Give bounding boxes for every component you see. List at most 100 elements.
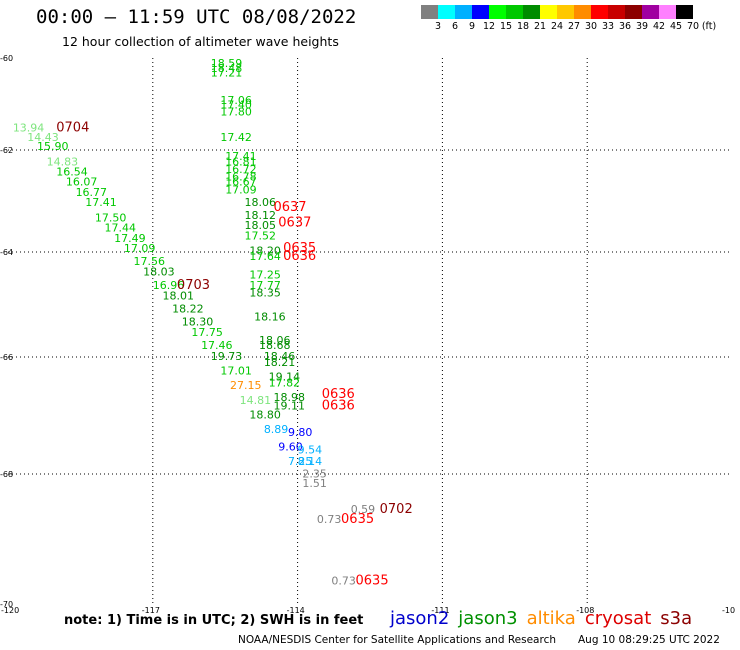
wave-height-point: 17.21 (211, 66, 243, 79)
longitude-label: -117 (142, 606, 160, 615)
wave-height-point: 18.06 (259, 334, 291, 347)
pass-time-label: 0637 (278, 216, 311, 231)
wave-height-point: 18.35 (249, 287, 280, 300)
legend-swatch (438, 5, 455, 19)
legend-label: 21 (533, 21, 547, 32)
legend-label: 12 (482, 21, 496, 32)
wave-height-point: 18.22 (172, 302, 204, 315)
pass-time-label: 0635 (283, 241, 316, 256)
wave-height-point: 0.73 (331, 575, 356, 588)
legend-swatch (506, 5, 523, 19)
wave-height-point: 17.46 (201, 339, 233, 352)
wave-height-point: 27.15 (230, 379, 262, 392)
legend-label: 15 (499, 21, 513, 32)
pass-time-label: 0636 (322, 387, 355, 402)
legend-labels: 3 6 9 12 15 18 21 24 27 30 33 36 39 42 45 70 (ft) (421, 21, 716, 35)
wave-height-point: 9.60 (278, 441, 303, 454)
pass-time-label: 0704 (56, 121, 89, 136)
wave-height-point: 0.73 (317, 513, 342, 526)
legend-swatch (523, 5, 540, 19)
longitude-label: -10 (722, 606, 735, 615)
pass-time-label: 0636 (322, 399, 355, 414)
wave-height-point: 14.83 (47, 155, 79, 168)
legend-swatch (642, 5, 659, 19)
wave-height-point: 17.77 (249, 279, 280, 292)
wave-height-point: 18.06 (245, 196, 276, 209)
wave-height-point: 16.54 (56, 166, 87, 179)
wave-height-point: 18.12 (245, 209, 276, 222)
latitude-label: -64 (0, 248, 13, 257)
latitude-label: -68 (0, 470, 13, 479)
latitude-label: -60 (0, 54, 13, 63)
wave-height-point: 18.80 (249, 408, 280, 421)
latitude-label: -66 (0, 353, 13, 362)
wave-height-point: 9.54 (298, 444, 323, 457)
longitude-label: -120 (1, 606, 19, 615)
wave-height-point: 7.25 (288, 455, 313, 468)
wave-height-point: 18.68 (259, 339, 291, 352)
wave-height-point: 17.41 (225, 150, 257, 163)
longitude-label: -114 (287, 606, 305, 615)
wave-height-point: 18.98 (273, 391, 305, 404)
page-subtitle: 12 hour collection of altimeter wave hei… (62, 34, 339, 49)
wave-height-point: 17.64 (249, 250, 280, 263)
wave-height-point: 19.14 (269, 370, 301, 383)
pass-time-labels: 0704070306370637063506360636063607020635… (56, 121, 412, 589)
wave-height-point: 18.16 (254, 310, 286, 323)
wave-height-point: 16.77 (76, 186, 108, 199)
wave-height-point: 2.35 (302, 467, 327, 480)
generation-timestamp: Aug 10 08:29:25 UTC 2022 (578, 634, 720, 646)
map-axis-labels: -120 -117 -114 -111 -108 -10 -60 -62 -64 -66 -68 -7… (0, 54, 735, 615)
legend-label: 39 (635, 21, 649, 32)
longitude-label: -108 (576, 606, 594, 615)
wave-height-point: 17.06 (220, 94, 252, 107)
wave-height-values: 13.9414.4315.9014.8316.5416.0716.7717.41… (13, 57, 375, 587)
legend-label: 24 (550, 21, 564, 32)
legend-color-bar (421, 5, 693, 19)
legend-swatch (557, 5, 574, 19)
legend-label: 70 (686, 21, 700, 32)
wave-height-point: 17.80 (220, 106, 252, 119)
wave-height-point: 18.01 (162, 289, 194, 302)
wave-height-point: 17.01 (220, 365, 252, 378)
legend-label: 33 (601, 21, 615, 32)
pass-time-label: 0636 (283, 249, 316, 264)
legend-swatch (489, 5, 506, 19)
legend-label: 27 (567, 21, 581, 32)
wave-height-point: 18.48 (211, 62, 243, 75)
wave-height-point: 17.09 (124, 242, 156, 255)
legend-label: 3 (434, 21, 442, 32)
wave-height-point: 17.09 (225, 183, 257, 196)
wave-height-point: 17.50 (95, 211, 127, 224)
wave-height-point: 1.51 (302, 477, 327, 490)
legend-swatch (591, 5, 608, 19)
wave-height-point: 19.73 (211, 350, 243, 363)
wave-height-point: 18.05 (245, 219, 276, 232)
satellite-label: s3a (660, 608, 693, 629)
pass-time-label: 0635 (341, 512, 374, 527)
wave-height-point: 18.21 (264, 356, 296, 369)
satellite-label: jason2 (390, 608, 450, 629)
wave-height-point: 14.81 (240, 394, 272, 407)
legend-swatch (676, 5, 693, 19)
wave-height-point: 17.75 (191, 326, 223, 339)
legend-swatch (625, 5, 642, 19)
legend-label: 9 (468, 21, 476, 32)
legend-swatch (659, 5, 676, 19)
wave-height-point: 8.89 (264, 423, 289, 436)
wave-height-point: 18.30 (182, 316, 214, 329)
footer-note: note: 1) Time is in UTC; 2) SWH is in fe… (64, 613, 364, 628)
wave-height-point: 18.59 (211, 57, 243, 70)
wave-height-point: 15.90 (37, 140, 69, 153)
wave-height-point: 16.07 (66, 176, 98, 189)
credit-text: NOAA/NESDIS Center for Satellite Applica… (238, 634, 556, 646)
wave-height-point: 8.14 (298, 455, 323, 468)
satellite-label: cryosat (584, 608, 652, 629)
legend-swatch (421, 5, 438, 19)
wave-height-point: 17.52 (245, 229, 276, 242)
pass-time-label: 0702 (380, 502, 413, 517)
legend-swatch (472, 5, 489, 19)
pass-time-label: 0703 (177, 278, 210, 293)
longitude-label: -111 (431, 606, 449, 615)
map-grid (8, 58, 732, 604)
